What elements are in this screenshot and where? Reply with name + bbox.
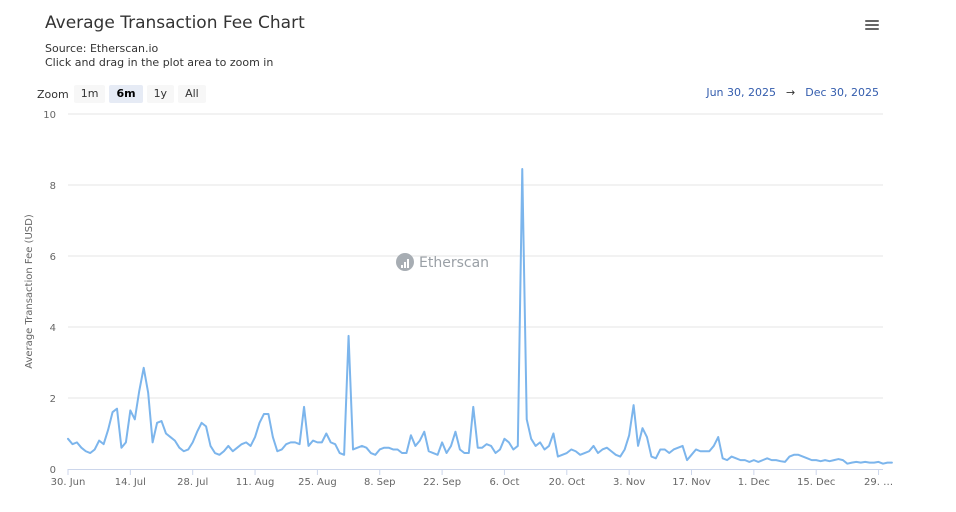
x-tick-label: 8. Sep xyxy=(364,477,396,488)
zoom-1m-button[interactable]: 1m xyxy=(73,85,106,103)
logo-bar xyxy=(401,265,403,268)
y-tick-label: 4 xyxy=(50,323,56,334)
x-tick-label: 14. Jul xyxy=(115,477,146,488)
y-tick-label: 0 xyxy=(50,465,56,476)
range-separator: → xyxy=(786,86,796,99)
range-to-input[interactable]: Dec 30, 2025 xyxy=(805,86,879,99)
x-tick-label: 11. Aug xyxy=(236,477,275,488)
chart-hint: Click and drag in the plot area to zoom … xyxy=(45,56,274,69)
chart-source: Source: Etherscan.io xyxy=(45,42,159,55)
y-tick-label: 6 xyxy=(50,252,56,263)
watermark: Etherscan xyxy=(396,253,489,271)
logo-bar xyxy=(404,262,406,268)
y-tick-label: 10 xyxy=(43,110,56,121)
hamburger-menu-icon[interactable] xyxy=(861,15,883,35)
x-tick-label: 20. Oct xyxy=(549,477,585,488)
x-tick-label: 28. Jul xyxy=(177,477,208,488)
logo-bar xyxy=(407,259,409,268)
x-tick-label: 6. Oct xyxy=(489,477,519,488)
range-from-input[interactable]: Jun 30, 2025 xyxy=(706,86,776,99)
zoom-6m-button[interactable]: 6m xyxy=(109,85,143,103)
x-tick-label: 17. Nov xyxy=(672,477,711,488)
watermark-text: Etherscan xyxy=(419,255,489,271)
zoom-selector: Zoom 1m 6m 1y All xyxy=(37,84,210,104)
x-tick-label: 25. Aug xyxy=(298,477,337,488)
chart-title: Average Transaction Fee Chart xyxy=(45,13,305,33)
series-line xyxy=(67,168,893,465)
y-axis-title: Average Transaction Fee (USD) xyxy=(24,214,35,369)
x-tick-label: 15. Dec xyxy=(797,477,835,488)
date-range: Jun 30, 2025 → Dec 30, 2025 xyxy=(706,86,879,99)
x-tick-label: 29. … xyxy=(864,477,893,488)
zoom-label: Zoom xyxy=(37,87,69,101)
zoom-1y-button[interactable]: 1y xyxy=(146,85,175,103)
y-tick-label: 8 xyxy=(50,181,56,192)
x-tick-label: 30. Jun xyxy=(51,477,86,488)
y-tick-label: 2 xyxy=(50,394,56,405)
zoom-all-button[interactable]: All xyxy=(178,85,206,103)
x-tick-label: 3. Nov xyxy=(613,477,645,488)
x-tick-label: 22. Sep xyxy=(423,477,461,488)
x-tick-label: 1. Dec xyxy=(738,477,770,488)
